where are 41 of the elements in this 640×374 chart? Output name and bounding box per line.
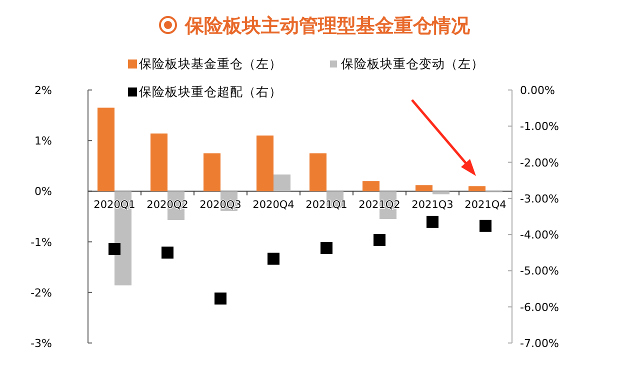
y2-tick-label: -1.00% <box>520 120 559 134</box>
y2-tick-label: -2.00% <box>520 156 559 170</box>
x-tick-label: 2021Q3 <box>412 199 454 212</box>
y2-tick-label: -6.00% <box>520 300 559 314</box>
y2-tick-label: -7.00% <box>520 337 559 350</box>
point <box>214 292 226 305</box>
point <box>480 220 492 232</box>
point <box>320 242 332 254</box>
x-tick-label: 2020Q1 <box>94 199 136 212</box>
bar <box>150 134 168 192</box>
bar <box>274 174 290 192</box>
bar <box>98 108 114 192</box>
x-tick-label: 2021Q2 <box>358 199 400 212</box>
y2-tick-label: -4.00% <box>520 228 559 242</box>
bar <box>256 136 274 192</box>
bar <box>310 153 326 192</box>
point <box>162 246 174 259</box>
x-tick-label: 2020Q4 <box>252 199 295 212</box>
bar <box>468 186 486 192</box>
y2-tick-label: 0.00% <box>520 84 555 97</box>
chart-title: 保险板块主动管理型基金重仓情况 <box>184 15 471 37</box>
y2-tick-label: -5.00% <box>520 264 559 278</box>
y-tick-label: 2% <box>34 84 52 97</box>
y-tick-label: -2% <box>30 286 52 300</box>
bar <box>432 191 450 194</box>
y-tick-label: -1% <box>30 236 52 249</box>
point <box>108 243 120 256</box>
bar <box>362 181 380 192</box>
point <box>426 216 438 228</box>
y2-tick-label: -3.00% <box>520 192 559 206</box>
y-tick-label: 0% <box>34 185 52 198</box>
point <box>374 234 386 246</box>
x-tick-label: 2021Q4 <box>464 199 507 212</box>
y-tick-label: 1% <box>34 134 52 148</box>
x-tick-label: 2020Q3 <box>200 199 242 212</box>
bar <box>204 153 220 192</box>
y-tick-label: -3% <box>30 337 52 350</box>
x-tick-label: 2020Q2 <box>146 199 188 212</box>
x-tick-label: 2021Q1 <box>306 199 348 212</box>
point <box>268 252 280 265</box>
bar <box>416 185 432 192</box>
